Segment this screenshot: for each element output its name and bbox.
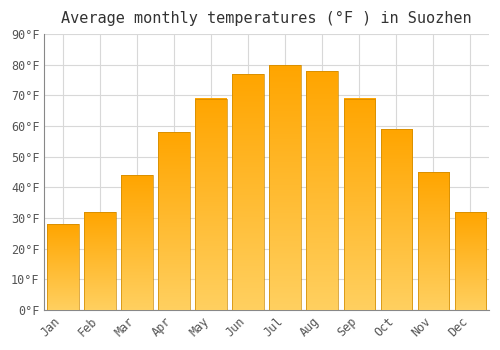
- Bar: [158, 132, 190, 310]
- Bar: [380, 129, 412, 310]
- Bar: [122, 175, 153, 310]
- Bar: [270, 65, 301, 310]
- Bar: [418, 172, 449, 310]
- Bar: [84, 212, 116, 310]
- Title: Average monthly temperatures (°F ) in Suozhen: Average monthly temperatures (°F ) in Su…: [62, 11, 472, 26]
- Bar: [47, 224, 78, 310]
- Bar: [454, 212, 486, 310]
- Bar: [306, 71, 338, 310]
- Bar: [232, 74, 264, 310]
- Bar: [344, 98, 375, 310]
- Bar: [196, 98, 227, 310]
